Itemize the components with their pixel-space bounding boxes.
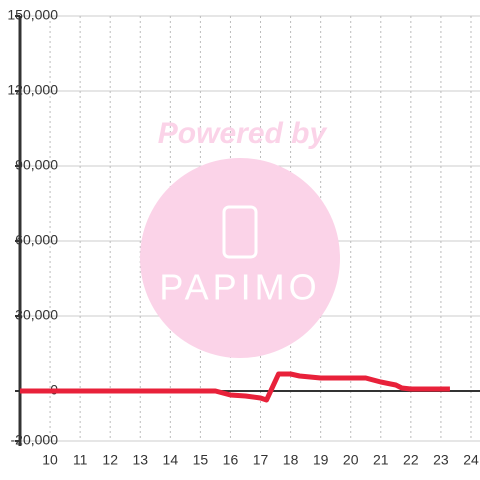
data-line	[20, 371, 450, 403]
x-tick-label: 23	[433, 452, 449, 468]
x-tick-label: 14	[163, 452, 179, 468]
y-tick-label: 150,000	[7, 7, 58, 23]
x-tick-label: 13	[132, 452, 148, 468]
watermark-phone	[222, 205, 258, 259]
watermark: Powered by PAPIMO	[140, 117, 340, 358]
x-tick-label: 16	[223, 452, 239, 468]
x-tick-label: 22	[403, 452, 419, 468]
x-tick-label: 12	[102, 452, 118, 468]
x-tick-label: 19	[313, 452, 329, 468]
y-tick-label: 120,000	[7, 82, 58, 98]
x-tick-label: 24	[463, 452, 479, 468]
x-tick-label: 20	[343, 452, 359, 468]
watermark-logo: PAPIMO	[159, 267, 320, 308]
x-tick-label: 21	[373, 452, 389, 468]
x-tick-label: 11	[73, 452, 88, 468]
y-tick-label: 90,000	[15, 157, 58, 173]
x-tick-label: 15	[193, 452, 209, 468]
y-tick-label: 60,000	[15, 232, 58, 248]
watermark-text: Powered by	[158, 117, 328, 150]
x-tick-label: 18	[283, 452, 299, 468]
y-tick-label: 30,000	[15, 307, 58, 323]
y-tick-label: -20,000	[11, 432, 59, 448]
x-tick-label: 10	[42, 452, 58, 468]
x-tick-label: 17	[253, 452, 269, 468]
